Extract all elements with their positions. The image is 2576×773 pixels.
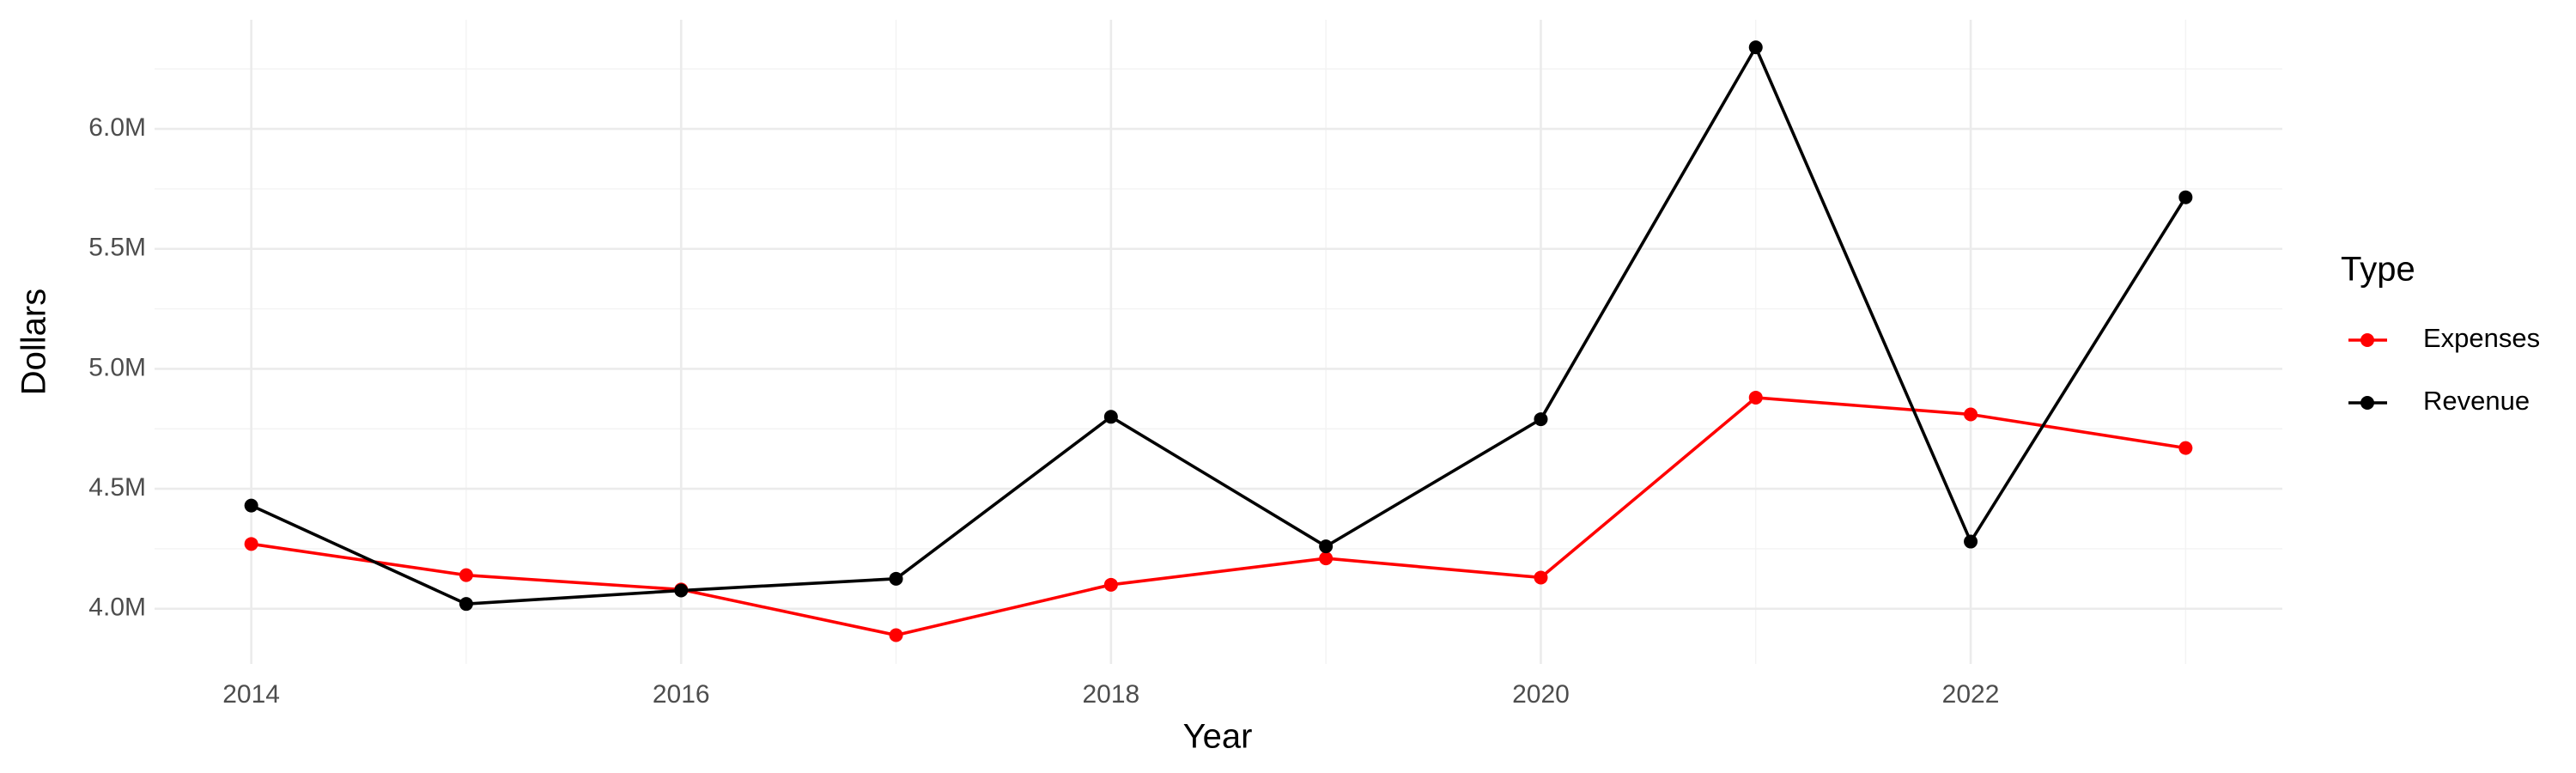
- data-point: [459, 568, 473, 582]
- legend-label: Revenue: [2423, 386, 2530, 416]
- data-point: [1319, 539, 1334, 554]
- series-line: [251, 396, 2186, 637]
- x-axis-title: Year: [1183, 718, 1253, 756]
- data-point: [1964, 407, 1978, 422]
- y-tick-label: 6.0M: [88, 113, 146, 142]
- data-point: [1964, 534, 1978, 549]
- legend-label: Expenses: [2423, 323, 2540, 353]
- x-tick-label: 2016: [653, 680, 710, 709]
- data-point: [1319, 551, 1334, 566]
- y-tick-label: 5.0M: [88, 353, 146, 381]
- data-point: [1103, 577, 1118, 592]
- data-point: [889, 571, 903, 586]
- y-tick-label: 5.5M: [88, 234, 146, 262]
- series-line: [250, 44, 2187, 606]
- legend-marker: [2360, 396, 2374, 410]
- data-point: [244, 498, 258, 513]
- y-axis-title: Dollars: [15, 289, 53, 395]
- legend-title: Type: [2341, 251, 2415, 289]
- data-point: [244, 537, 258, 551]
- y-tick-label: 4.0M: [88, 593, 146, 622]
- y-tick-label: 4.5M: [88, 473, 146, 502]
- x-tick-label: 2022: [1942, 680, 2000, 709]
- data-point: [1748, 40, 1763, 55]
- data-point: [1103, 410, 1118, 424]
- data-point: [459, 597, 473, 612]
- data-point: [674, 583, 689, 598]
- x-tick-label: 2014: [222, 680, 280, 709]
- data-point: [1748, 390, 1763, 405]
- data-point: [2178, 190, 2193, 204]
- x-tick-label: 2018: [1082, 680, 1139, 709]
- data-point: [1534, 412, 1548, 427]
- data-point: [1534, 570, 1548, 585]
- grid: [155, 20, 2282, 664]
- data-point: [889, 628, 903, 642]
- data-point: [2178, 441, 2193, 455]
- legend-marker: [2360, 333, 2374, 347]
- x-tick-label: 2020: [1512, 680, 1570, 709]
